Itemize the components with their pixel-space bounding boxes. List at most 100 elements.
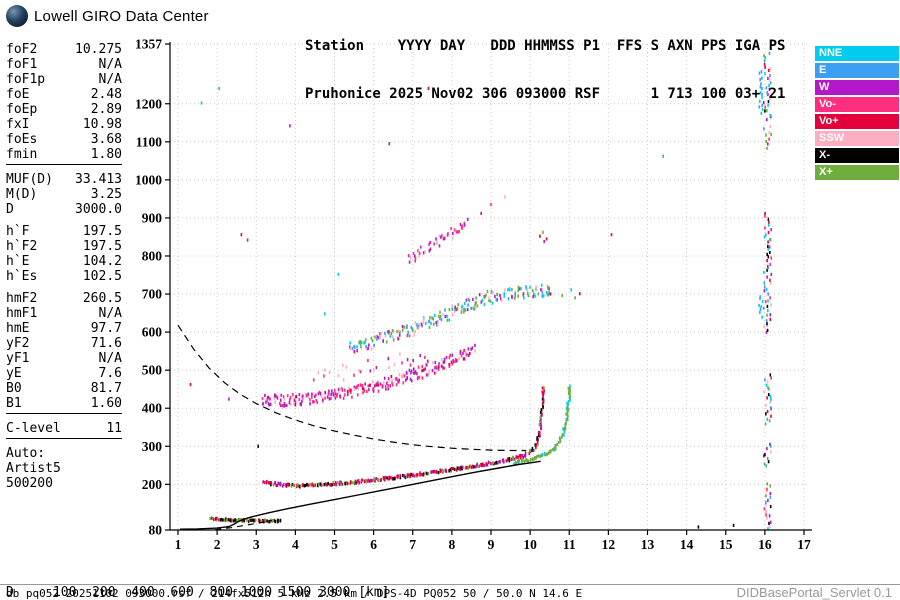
station-header-values: Pruhonice 2025 Nov02 306 093000 RSF 1 71…	[305, 86, 786, 102]
readout-group: MUF(D) 33.413 M(D) 3.25 D 3000.0	[6, 172, 122, 217]
readout-row: yE 7.6	[6, 366, 122, 381]
svg-text:4: 4	[292, 537, 299, 552]
brand: Lowell GIRO Data Center	[6, 5, 209, 27]
svg-text:1357: 1357	[135, 37, 162, 52]
svg-text:11: 11	[563, 537, 576, 552]
readout-row: h`Es 102.5	[6, 269, 122, 284]
legend-item-x: X-	[815, 148, 899, 163]
readout-row: Auto:	[6, 446, 122, 461]
readout-value: 7.6	[98, 366, 122, 381]
svg-text:13: 13	[641, 537, 655, 552]
readout-group: C-level 11	[6, 421, 122, 439]
svg-text:600: 600	[142, 325, 163, 340]
svg-text:1100: 1100	[136, 134, 163, 149]
readout-row: foEs 3.68	[6, 132, 122, 147]
readout-label: h`F2	[6, 239, 38, 254]
svg-text:800: 800	[142, 248, 163, 263]
readout-value: 260.5	[82, 291, 122, 306]
readout-label: fxI	[6, 117, 30, 132]
readout-label: 500200	[6, 476, 53, 491]
svg-text:80: 80	[149, 523, 163, 538]
readout-value: 33.413	[75, 172, 122, 187]
readout-label: h`Es	[6, 269, 38, 284]
readout-value: 10.275	[75, 42, 122, 57]
legend-item-vo: Vo+	[815, 114, 899, 129]
readout-label: B0	[6, 381, 22, 396]
readout-value: N/A	[98, 72, 122, 87]
svg-text:700: 700	[142, 287, 163, 302]
svg-text:5: 5	[331, 537, 338, 552]
readout-label: M(D)	[6, 187, 38, 202]
readout-label: foEs	[6, 132, 38, 147]
readout-row: B0 81.7	[6, 381, 122, 396]
readout-row: hmF1 N/A	[6, 306, 122, 321]
readout-row: foF1p N/A	[6, 72, 122, 87]
readout-group: h`F 197.5 h`F2 197.5 h`E 104.2 h`Es 102.5	[6, 224, 122, 284]
readout-value: 97.7	[90, 321, 122, 336]
svg-text:300: 300	[142, 439, 163, 454]
readout-value: 71.6	[90, 336, 122, 351]
readout-label: Auto:	[6, 446, 46, 461]
svg-text:16: 16	[758, 537, 772, 552]
svg-text:1200: 1200	[135, 96, 162, 111]
svg-text:6: 6	[370, 537, 377, 552]
svg-text:1000: 1000	[135, 172, 162, 187]
giro-logo-icon	[6, 5, 28, 27]
readout-label: yE	[6, 366, 22, 381]
readout-value: N/A	[98, 306, 122, 321]
readout-label: Artist5	[6, 461, 61, 476]
readout-value: 104.2	[82, 254, 122, 269]
readout-label: h`F	[6, 224, 30, 239]
footer-divider	[0, 584, 900, 585]
station-header-labels: Station YYYY DAY DDD HHMMSS P1 FFS S AXN…	[305, 38, 786, 54]
readout-label: foF1	[6, 57, 38, 72]
legend-item-w: W	[815, 80, 899, 95]
readout-label: yF1	[6, 351, 30, 366]
readout-value: 11	[106, 421, 122, 436]
svg-text:12: 12	[602, 537, 616, 552]
readout-value: 197.5	[82, 224, 122, 239]
svg-text:1: 1	[175, 537, 182, 552]
readout-group: foF2 10.275 foF1 N/A foF1p N/A foE 2.48 foEp 2.89…	[6, 42, 122, 165]
svg-text:9: 9	[488, 537, 495, 552]
svg-text:2: 2	[214, 537, 221, 552]
readout-row: B1 1.60	[6, 396, 122, 411]
readout-label: foEp	[6, 102, 38, 117]
readout-value: 3000.0	[75, 202, 122, 217]
legend-item-nne: NNE	[815, 46, 899, 61]
readout-label: foF2	[6, 42, 38, 57]
readouts-panel: foF2 10.275 foF1 N/A foF1p N/A foE 2.48 foEp 2.89…	[6, 42, 122, 491]
readout-row: C-level 11	[6, 421, 122, 436]
svg-text:7: 7	[409, 537, 416, 552]
readout-label: B1	[6, 396, 22, 411]
svg-text:10: 10	[523, 537, 537, 552]
readout-row: h`F 197.5	[6, 224, 122, 239]
readout-row: hmE 97.7	[6, 321, 122, 336]
readout-value: 81.7	[90, 381, 122, 396]
footer-info: db pq052 20251102 093000.rsf / 214fx512h…	[6, 587, 583, 600]
readout-value: N/A	[98, 57, 122, 72]
svg-text:900: 900	[142, 210, 163, 225]
svg-text:3: 3	[253, 537, 260, 552]
readout-row: M(D) 3.25	[6, 187, 122, 202]
readout-label: fmin	[6, 147, 38, 162]
brand-title: Lowell GIRO Data Center	[34, 7, 209, 25]
svg-text:15: 15	[719, 537, 733, 552]
muf-table: D 100 200 400 600 800 1000 1500 3000 [km…	[6, 555, 397, 600]
readout-label: foE	[6, 87, 30, 102]
svg-text:200: 200	[142, 477, 163, 492]
servlet-version: DIDBasePortal_Servlet 0.1	[736, 585, 892, 600]
readout-value: 2.48	[90, 87, 122, 102]
readout-label: h`E	[6, 254, 30, 269]
readout-row: fmin 1.80	[6, 147, 122, 162]
readout-value: 102.5	[82, 269, 122, 284]
readout-label: MUF(D)	[6, 172, 53, 187]
d-row: D 100 200 400 600 800 1000 1500 3000 [km…	[6, 585, 390, 600]
readout-label: hmE	[6, 321, 30, 336]
station-header: Station YYYY DAY DDD HHMMSS P1 FFS S AXN…	[305, 6, 785, 118]
legend: NNE E W Vo- Vo+ SSW X- X+	[815, 46, 899, 182]
legend-item-vo: Vo-	[815, 97, 899, 112]
svg-text:8: 8	[449, 537, 456, 552]
readout-value: 3.25	[90, 187, 122, 202]
